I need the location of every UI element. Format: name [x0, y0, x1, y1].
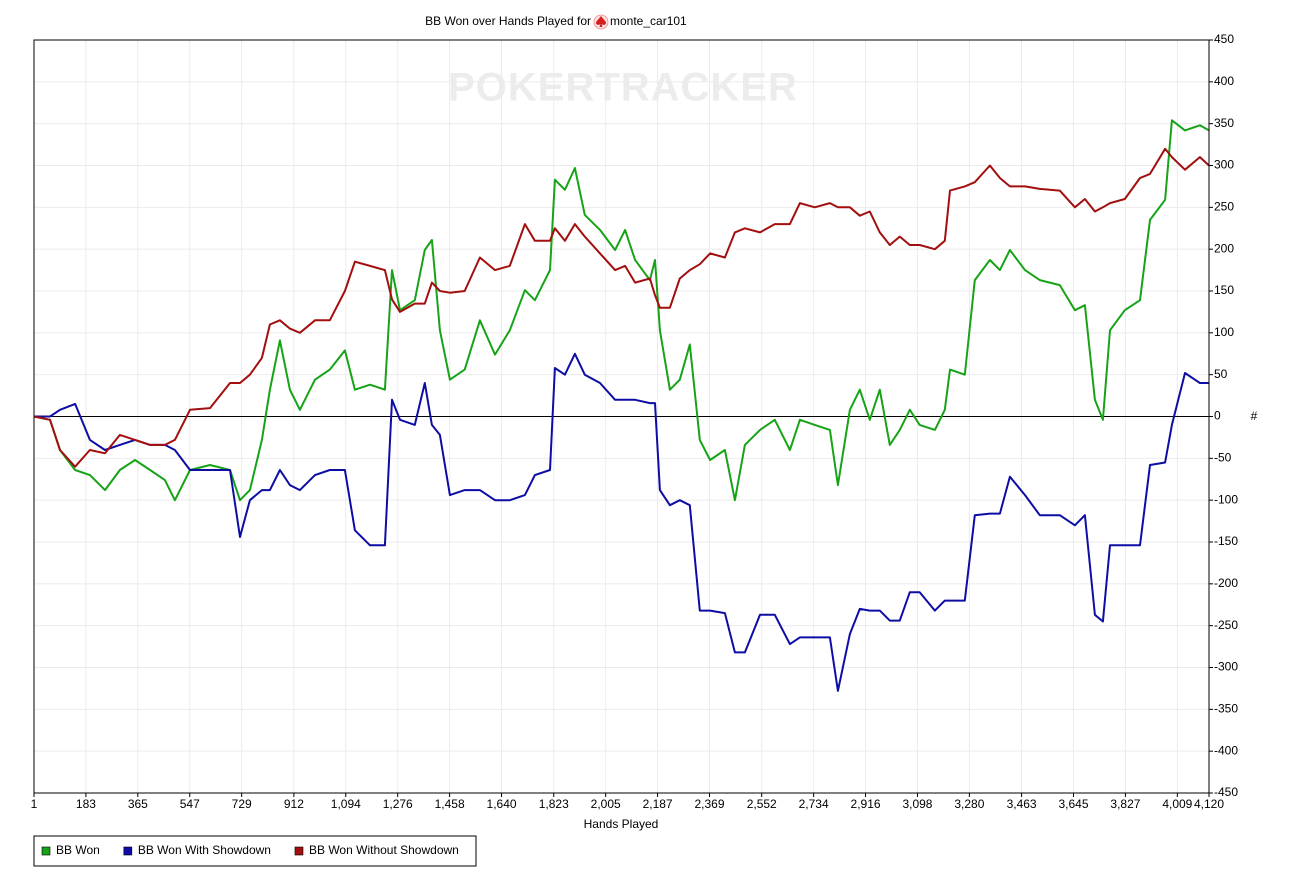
- x-tick-label: 547: [180, 797, 200, 811]
- legend-swatch: [294, 846, 304, 856]
- x-tick-label: 2,552: [747, 797, 777, 811]
- x-tick-label: 1,094: [331, 797, 361, 811]
- x-tick-label: 2,187: [643, 797, 673, 811]
- x-tick-label: 1,640: [487, 797, 517, 811]
- legend-swatch: [123, 846, 133, 856]
- y-tick-label: -400: [1214, 743, 1238, 757]
- x-tick-label: 912: [284, 797, 304, 811]
- x-tick-label: 729: [232, 797, 252, 811]
- spade-icon: [593, 14, 609, 30]
- x-tick-label: 183: [76, 797, 96, 811]
- legend-swatch: [41, 846, 51, 856]
- lines: [33, 119, 1210, 692]
- x-tick-label: 2,369: [694, 797, 724, 811]
- y-tick-label: 50: [1214, 367, 1228, 381]
- x-tick-label: 1,458: [435, 797, 465, 811]
- series-line: [33, 147, 1210, 468]
- x-tick-label: 2,734: [799, 797, 829, 811]
- legend-label: BB Won Without Showdown: [309, 843, 459, 857]
- x-tick-label: 1,276: [383, 797, 413, 811]
- x-tick-label: 3,463: [1007, 797, 1037, 811]
- x-tick-label: 2,916: [851, 797, 881, 811]
- y-tick-label: 0: [1214, 409, 1221, 423]
- player-name: monte_car101: [610, 14, 687, 28]
- x-tick-label: 365: [128, 797, 148, 811]
- y-tick-label: -300: [1214, 660, 1238, 674]
- y-tick-label: -150: [1214, 534, 1238, 548]
- y-tick-label: -50: [1214, 451, 1232, 465]
- y-tick-label: -200: [1214, 576, 1238, 590]
- chart-title: BB Won over Hands Played for: [425, 14, 591, 28]
- y-tick-label: -450: [1214, 785, 1238, 799]
- x-tick-label: 1: [31, 797, 38, 811]
- series-line: [34, 352, 1209, 692]
- legend: BB Won BB Won With Showdown BB Won Without…: [33, 835, 477, 867]
- x-tick-label: 3,098: [902, 797, 932, 811]
- x-tick-label: 4,120: [1194, 797, 1224, 811]
- y-tick-label: 450: [1214, 32, 1234, 46]
- x-tick-label: 3,827: [1110, 797, 1140, 811]
- y-tick-label: 150: [1214, 283, 1234, 297]
- y-axis-label: #: [1251, 409, 1258, 423]
- y-tick-label: -250: [1214, 618, 1238, 632]
- x-tick-label: 1,823: [539, 797, 569, 811]
- y-tick-label: 200: [1214, 241, 1234, 255]
- y-tick-label: 100: [1214, 325, 1234, 339]
- y-tick-label: 300: [1214, 158, 1234, 172]
- watermark: POKERTRACKER: [448, 66, 798, 110]
- legend-box: [33, 835, 477, 867]
- legend-label: BB Won With Showdown: [138, 843, 271, 857]
- y-tick-label: -350: [1214, 702, 1238, 716]
- x-tick-label: 4,009: [1162, 797, 1192, 811]
- x-tick-label: 3,645: [1058, 797, 1088, 811]
- x-tick-label: 3,280: [954, 797, 984, 811]
- legend-label: BB Won: [56, 843, 100, 857]
- y-tick-label: 400: [1214, 74, 1234, 88]
- x-axis-label: Hands Played: [584, 817, 659, 831]
- y-tick-label: -100: [1214, 492, 1238, 506]
- x-tick-label: 2,005: [591, 797, 621, 811]
- y-tick-label: 250: [1214, 200, 1234, 214]
- y-tick-label: 350: [1214, 116, 1234, 130]
